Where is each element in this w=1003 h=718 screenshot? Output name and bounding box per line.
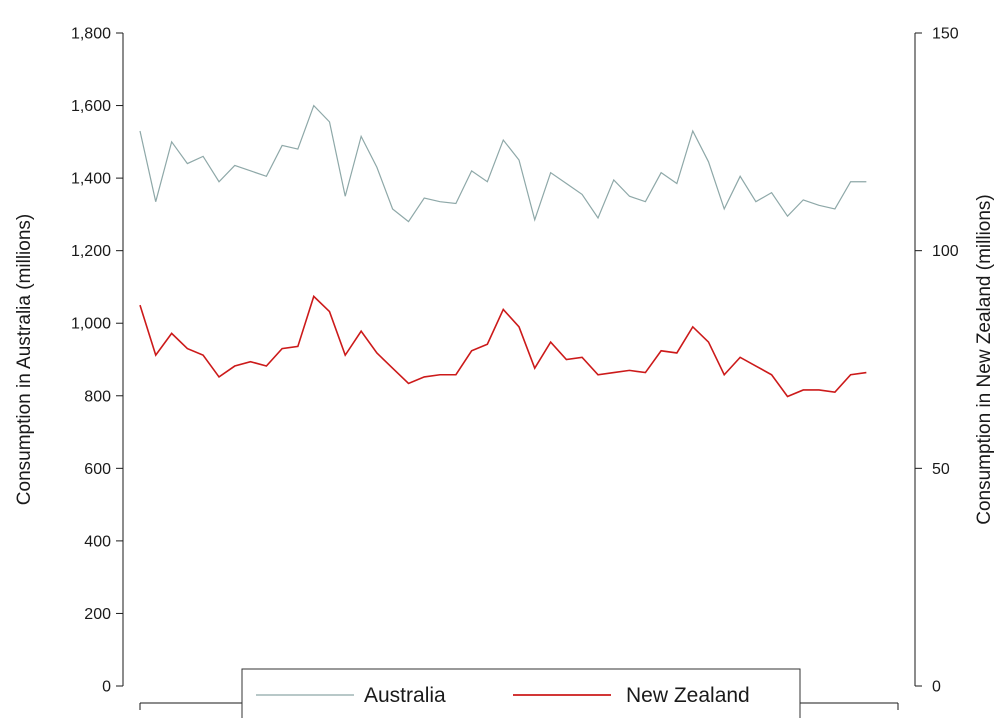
axes: 0 200 400 600 800 1,000 1,200 1,400 1,600 1,800 0 5… [14, 26, 995, 718]
left-y-tick-label: 1,600 [71, 98, 111, 115]
x-tick-label: 2009 [122, 716, 158, 718]
series-lines [139, 104, 867, 398]
legend-label-new-zealand: New Zealand [626, 684, 750, 707]
left-y-tick-label: 1,400 [71, 171, 111, 188]
series-line-new-zealand [139, 294, 867, 398]
right-y-tick-label: 150 [932, 26, 959, 43]
legend-label-australia: Australia [364, 684, 446, 707]
left-y-tick-label: 0 [102, 679, 111, 696]
right-y-tick-label: 100 [932, 243, 959, 260]
x-tick-label: 2013 [880, 716, 916, 718]
left-y-tick-label: 1,000 [71, 316, 111, 333]
left-y-tick-label: 400 [84, 533, 111, 550]
left-y-tick-label: 600 [84, 461, 111, 478]
left-y-axis-title: Consumption in Australia (millions) [14, 214, 35, 505]
left-y-tick-label: 800 [84, 388, 111, 405]
series-line-australia [139, 104, 867, 223]
left-y-tick-label: 1,800 [71, 26, 111, 43]
right-y-axis-title: Consumption in New Zealand (millions) [974, 194, 995, 525]
right-y-tick-label: 50 [932, 461, 950, 478]
legend-box [241, 668, 801, 718]
legend: Australia New Zealand [241, 668, 801, 718]
right-y-tick-label: 0 [932, 679, 941, 696]
left-y-tick-label: 200 [84, 606, 111, 623]
left-y-tick-label: 1,200 [71, 243, 111, 260]
